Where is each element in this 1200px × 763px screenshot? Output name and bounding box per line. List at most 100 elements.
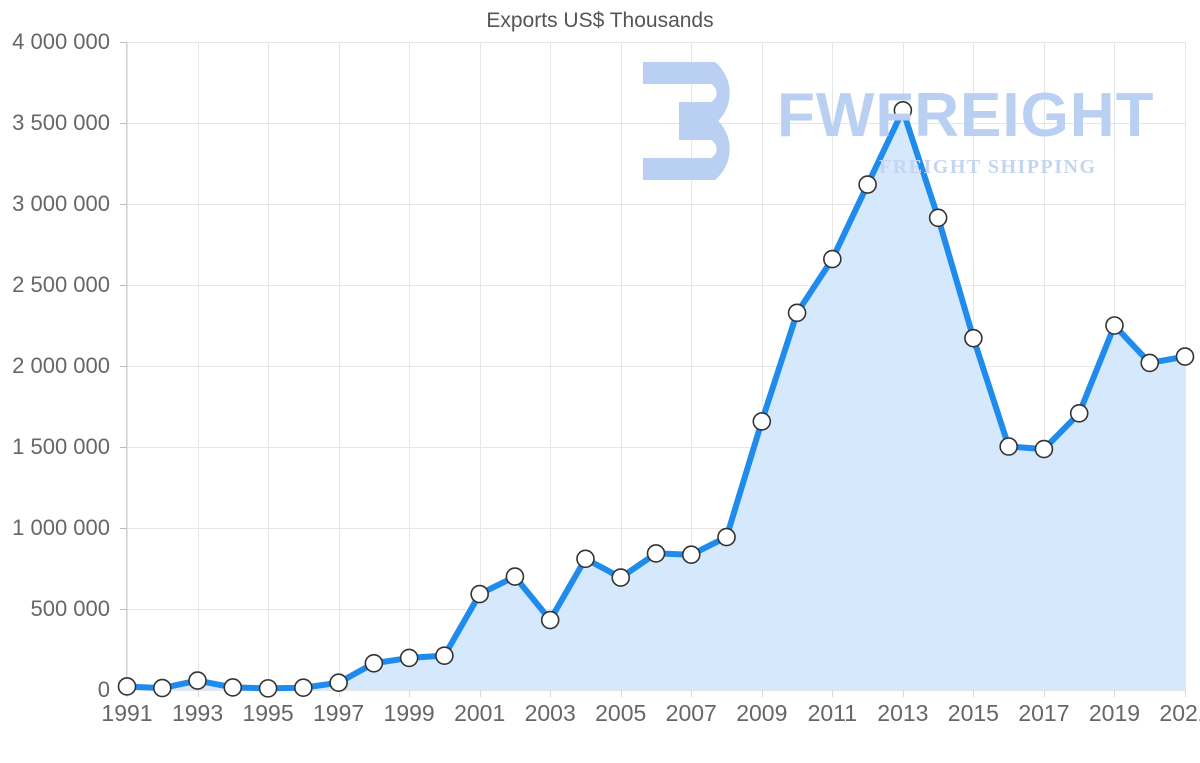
- x-axis-tick-label: 2009: [736, 700, 788, 726]
- x-axis-tick: [1114, 690, 1116, 697]
- data-point-marker[interactable]: [1069, 403, 1089, 423]
- y-axis-tick-label: 0: [97, 677, 110, 702]
- x-axis-tick: [691, 690, 693, 697]
- y-axis-tick-label: 3 000 000: [12, 191, 110, 216]
- data-point-marker[interactable]: [329, 673, 348, 693]
- data-point-marker[interactable]: [505, 567, 525, 586]
- data-point-marker[interactable]: [964, 328, 983, 348]
- data-point-marker[interactable]: [1105, 316, 1124, 335]
- data-point-marker[interactable]: [823, 249, 842, 269]
- data-point-marker[interactable]: [540, 610, 560, 630]
- gridline-vertical: [479, 42, 481, 690]
- x-axis-tick: [761, 690, 763, 697]
- y-axis-tick-label: 2 500 000: [12, 272, 110, 297]
- gridline-vertical: [338, 42, 340, 690]
- data-point-marker[interactable]: [787, 303, 807, 323]
- data-point-marker[interactable]: [928, 208, 948, 228]
- y-axis-tick: [120, 285, 127, 286]
- x-axis-tick-label: 2001: [454, 700, 506, 726]
- data-point-marker[interactable]: [999, 437, 1018, 456]
- x-axis-tick: [1043, 690, 1045, 697]
- data-point-marker[interactable]: [858, 175, 877, 194]
- x-axis-tick: [479, 690, 481, 697]
- data-point-marker[interactable]: [893, 101, 913, 120]
- x-axis-tick: [409, 690, 411, 697]
- gridline-vertical: [620, 42, 622, 690]
- gridline-horizontal: [127, 204, 1185, 205]
- data-point-marker[interactable]: [258, 679, 278, 698]
- y-axis-tick: [120, 42, 127, 43]
- x-axis-tick: [338, 690, 340, 697]
- gridline-vertical: [1043, 42, 1045, 690]
- x-axis-tick-label: 2005: [595, 700, 647, 726]
- plot-area: [117, 42, 1195, 698]
- x-axis-tick-label: 1995: [242, 700, 294, 726]
- x-axis-tick-label: 1997: [313, 700, 365, 726]
- y-axis-tick: [120, 609, 127, 610]
- data-point-marker[interactable]: [223, 678, 243, 697]
- x-axis-tick-label: 2017: [1018, 700, 1070, 726]
- gridline-horizontal: [127, 528, 1185, 529]
- data-point-marker[interactable]: [399, 648, 419, 668]
- data-point-marker[interactable]: [364, 653, 384, 673]
- gridline-vertical: [127, 42, 128, 690]
- data-point-marker[interactable]: [646, 544, 666, 563]
- y-axis-tick-label: 500 000: [30, 596, 110, 621]
- x-axis-tick-label: 2021: [1159, 700, 1200, 726]
- x-axis-tick: [973, 690, 975, 697]
- x-axis-tick: [832, 690, 834, 697]
- area-fill: [127, 110, 1185, 691]
- gridline-horizontal: [127, 366, 1185, 367]
- x-axis-tick-label: 1993: [171, 700, 224, 726]
- data-point-marker[interactable]: [1034, 439, 1054, 459]
- data-point-marker[interactable]: [576, 549, 595, 569]
- chart-title: Exports US$ Thousands: [486, 9, 714, 32]
- y-axis-tick-label: 3 500 000: [12, 110, 110, 135]
- data-point-marker[interactable]: [152, 678, 172, 698]
- x-axis-tick-label: 2015: [947, 700, 999, 726]
- data-point-marker[interactable]: [117, 677, 137, 696]
- x-axis-tick-label: 2007: [665, 700, 717, 726]
- x-axis-tick: [197, 690, 199, 697]
- gridline-vertical: [761, 42, 763, 690]
- y-axis-tick: [120, 447, 127, 448]
- y-axis-tick: [120, 204, 127, 205]
- x-axis-tick-label: 1999: [383, 700, 435, 726]
- x-axis-tick-label: 2003: [524, 700, 576, 726]
- data-point-marker[interactable]: [470, 584, 489, 604]
- data-point-marker[interactable]: [1175, 347, 1195, 366]
- data-point-marker[interactable]: [681, 545, 701, 565]
- data-point-markers: [117, 101, 1195, 698]
- x-axis-tick: [902, 690, 904, 697]
- x-axis-tick: [1185, 690, 1186, 697]
- data-point-marker[interactable]: [1140, 353, 1160, 373]
- gridline-horizontal: [127, 690, 1185, 691]
- gridline-vertical: [197, 42, 199, 690]
- gridline-vertical: [1185, 42, 1186, 690]
- data-point-marker[interactable]: [752, 412, 772, 431]
- data-point-marker[interactable]: [294, 678, 313, 698]
- x-axis-tick: [550, 690, 552, 697]
- gridline-horizontal: [127, 447, 1185, 448]
- y-axis-tick: [120, 123, 127, 124]
- y-axis-tick-label: 1 000 000: [12, 515, 110, 540]
- y-axis-tick-label: 1 500 000: [12, 434, 110, 459]
- x-axis-tick-label: 1991: [101, 700, 153, 726]
- y-axis-tick-label: 2 000 000: [12, 353, 110, 378]
- data-point-marker[interactable]: [188, 671, 207, 690]
- y-axis-tick-label: 4 000 000: [12, 29, 110, 54]
- data-point-marker[interactable]: [611, 568, 631, 587]
- x-axis-tick: [620, 690, 622, 697]
- data-point-marker[interactable]: [717, 527, 736, 547]
- exports-series: [117, 101, 1195, 698]
- gridline-horizontal: [127, 42, 1185, 43]
- x-axis-tick-label: 2011: [807, 700, 858, 726]
- gridline-vertical: [268, 42, 270, 690]
- gridline-horizontal: [127, 285, 1185, 286]
- gridline-vertical: [409, 42, 411, 690]
- data-point-marker[interactable]: [435, 646, 454, 665]
- gridline-vertical: [550, 42, 552, 690]
- gridline-vertical: [691, 42, 693, 690]
- y-axis-tick: [120, 366, 127, 367]
